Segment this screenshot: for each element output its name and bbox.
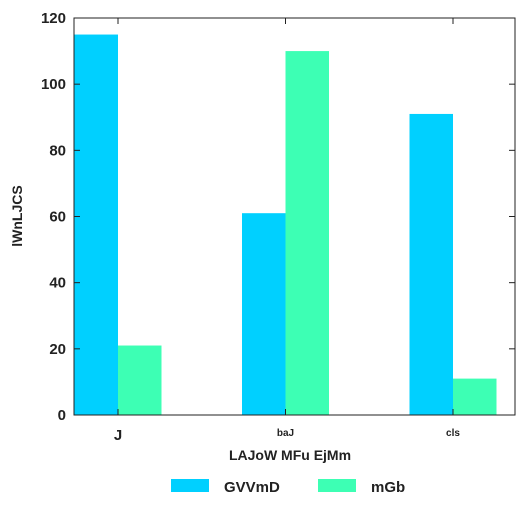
bar-GVVmD-baJ bbox=[242, 213, 286, 415]
plot-area bbox=[74, 34, 497, 416]
legend-swatch bbox=[171, 479, 209, 492]
y-tick-label: 120 bbox=[41, 10, 66, 27]
legend: GVVmD mGb bbox=[171, 479, 405, 496]
legend-item-mGb: mGb bbox=[318, 479, 405, 496]
legend-swatch bbox=[318, 479, 356, 492]
y-tick-label: 60 bbox=[49, 209, 66, 226]
x-tick-label: baJ bbox=[277, 428, 294, 439]
bar-GVVmD-cls bbox=[409, 113, 453, 416]
bar-mGb-J bbox=[118, 345, 162, 415]
y-tick-label: 80 bbox=[49, 142, 66, 159]
y-tick-label: 0 bbox=[58, 407, 66, 424]
x-tick-label: cls bbox=[446, 428, 460, 439]
legend-item-GVVmD: GVVmD bbox=[171, 479, 280, 496]
y-axis: 0 20 40 60 80 100 120 bbox=[41, 10, 515, 424]
bar-GVVmD-J bbox=[74, 34, 118, 416]
y-tick-label: 20 bbox=[49, 341, 66, 358]
x-tick-label: J bbox=[114, 427, 122, 444]
legend-label: GVVmD bbox=[224, 479, 280, 496]
bar-mGb-cls bbox=[453, 378, 497, 415]
y-tick-label: 100 bbox=[41, 76, 66, 93]
x-axis-label: LAJoW MFu EjMm bbox=[229, 447, 351, 463]
y-tick-label: 40 bbox=[49, 275, 66, 292]
bar-mGb-baJ bbox=[285, 51, 329, 415]
y-axis-label: lWnLJCS bbox=[9, 185, 25, 246]
legend-label: mGb bbox=[371, 479, 405, 496]
